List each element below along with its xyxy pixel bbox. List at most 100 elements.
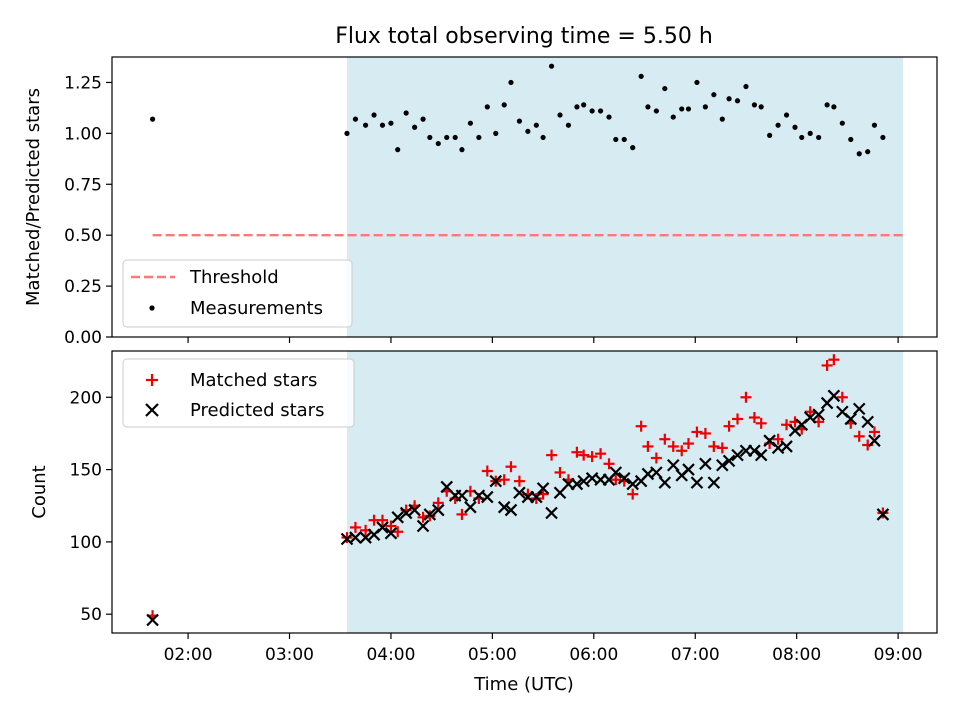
measurement-point bbox=[427, 134, 433, 141]
measurement-point bbox=[452, 134, 458, 141]
y-tick-label: 0.25 bbox=[64, 277, 102, 297]
measurement-point bbox=[702, 104, 708, 110]
predicted-star-point bbox=[803, 411, 817, 424]
predicted-star-point bbox=[570, 477, 584, 491]
predicted-star-point bbox=[432, 503, 445, 517]
x-tick-label: 09:00 bbox=[874, 645, 923, 665]
measurement-point bbox=[679, 106, 685, 112]
predicted-star-point bbox=[690, 476, 704, 489]
matched-star-point bbox=[772, 433, 784, 445]
matched-star-point bbox=[578, 449, 590, 461]
predicted-star-point bbox=[577, 474, 590, 488]
measurement-point bbox=[379, 122, 386, 128]
x-tick-label: 03:00 bbox=[265, 645, 314, 665]
measurement-point bbox=[743, 83, 749, 90]
predicted-star-point bbox=[716, 458, 729, 472]
measurement-point bbox=[435, 140, 441, 147]
matched-star-point bbox=[610, 474, 622, 486]
measurement-point bbox=[719, 116, 725, 122]
predicted-star-point bbox=[349, 531, 362, 544]
predicted-star-points bbox=[146, 389, 890, 627]
measurement-point bbox=[459, 147, 465, 153]
measurement-point bbox=[388, 120, 394, 126]
predicted-star-point bbox=[536, 482, 550, 495]
measurement-point bbox=[467, 120, 474, 126]
matched-star-point bbox=[804, 406, 816, 418]
matched-star-point bbox=[868, 426, 880, 438]
measurement-point bbox=[799, 134, 805, 141]
predicted-star-point bbox=[146, 613, 159, 627]
x-axis-label: Time (UTC) bbox=[473, 674, 574, 695]
matched-star-point bbox=[691, 426, 703, 438]
measurement-point bbox=[589, 108, 595, 114]
measurement-point bbox=[606, 114, 612, 120]
predicted-star-point bbox=[658, 476, 672, 489]
measurement-point bbox=[645, 104, 651, 110]
predicted-star-point bbox=[455, 489, 469, 502]
predicted-star-point bbox=[861, 415, 874, 429]
matched-star-point bbox=[554, 466, 566, 478]
predicted-star-point bbox=[423, 508, 437, 521]
measurement-point bbox=[865, 149, 871, 155]
count-panel: 50 100 150 200 02:00 03:00 04:00 05:00 06:00 07:… bbox=[29, 350, 938, 665]
measurement-point bbox=[574, 104, 580, 110]
predicted-star-point bbox=[513, 486, 526, 500]
chart-title: Flux total observing time = 5.50 h bbox=[335, 24, 713, 49]
matched-star-point bbox=[821, 359, 833, 371]
legend-predicted-label: Predicted stars bbox=[190, 400, 324, 421]
matched-star-point bbox=[732, 413, 744, 425]
predicted-star-point bbox=[391, 511, 404, 524]
legend-matched-swatch bbox=[146, 374, 158, 386]
predicted-star-point bbox=[384, 526, 398, 540]
count-legend: Matched stars Predicted stars bbox=[122, 358, 355, 428]
matched-star-point bbox=[723, 420, 735, 432]
measurement-point bbox=[767, 132, 773, 138]
predicted-star-point bbox=[707, 476, 721, 489]
matched-star-point bbox=[392, 526, 404, 538]
matched-star-point bbox=[498, 474, 510, 486]
measurement-point bbox=[420, 116, 426, 122]
matched-star-point bbox=[676, 445, 688, 457]
measurement-point bbox=[525, 128, 531, 134]
count-legend-box bbox=[122, 358, 355, 428]
measurement-point bbox=[792, 124, 798, 130]
predicted-star-point bbox=[416, 519, 430, 533]
measurement-point bbox=[395, 147, 401, 153]
observing-window-shade bbox=[346, 351, 904, 633]
measurement-point bbox=[565, 122, 572, 128]
predicted-star-point bbox=[504, 503, 518, 517]
count-y-axis-label: Count bbox=[29, 465, 50, 518]
predicted-star-point bbox=[844, 412, 858, 426]
matched-star-point bbox=[376, 514, 388, 526]
measurement-point bbox=[493, 130, 499, 136]
y-tick-label: 50 bbox=[80, 605, 102, 625]
predicted-star-point bbox=[876, 508, 890, 521]
x-tick-label: 06:00 bbox=[569, 645, 618, 665]
observing-window-shade bbox=[346, 57, 904, 337]
predicted-star-point bbox=[666, 458, 680, 472]
matched-star-point bbox=[748, 412, 760, 424]
matched-star-point bbox=[571, 446, 583, 458]
measurement-points bbox=[149, 63, 886, 157]
predicted-star-point bbox=[868, 434, 881, 447]
matched-star-point bbox=[513, 475, 525, 487]
measurement-point bbox=[508, 79, 514, 86]
predicted-star-point bbox=[650, 466, 663, 479]
measurement-point bbox=[548, 63, 555, 69]
predicted-star-point bbox=[376, 521, 389, 534]
matched-star-point bbox=[716, 442, 728, 454]
measurement-point bbox=[371, 112, 377, 118]
matched-star-point bbox=[456, 508, 468, 520]
legend-threshold-label: Threshold bbox=[189, 267, 279, 288]
predicted-star-point bbox=[609, 466, 623, 479]
measurement-point bbox=[516, 118, 523, 124]
measurement-point bbox=[362, 122, 369, 128]
ratio-panel: 0.00 0.25 0.50 0.75 1.00 1.25 Matched/Predict… bbox=[23, 56, 938, 348]
matched-star-point bbox=[659, 433, 671, 445]
measurement-point bbox=[630, 145, 636, 151]
measurement-point bbox=[557, 112, 563, 118]
y-tick-label: 0.50 bbox=[64, 226, 102, 246]
matched-star-point bbox=[546, 449, 558, 461]
measurement-point bbox=[783, 112, 790, 118]
